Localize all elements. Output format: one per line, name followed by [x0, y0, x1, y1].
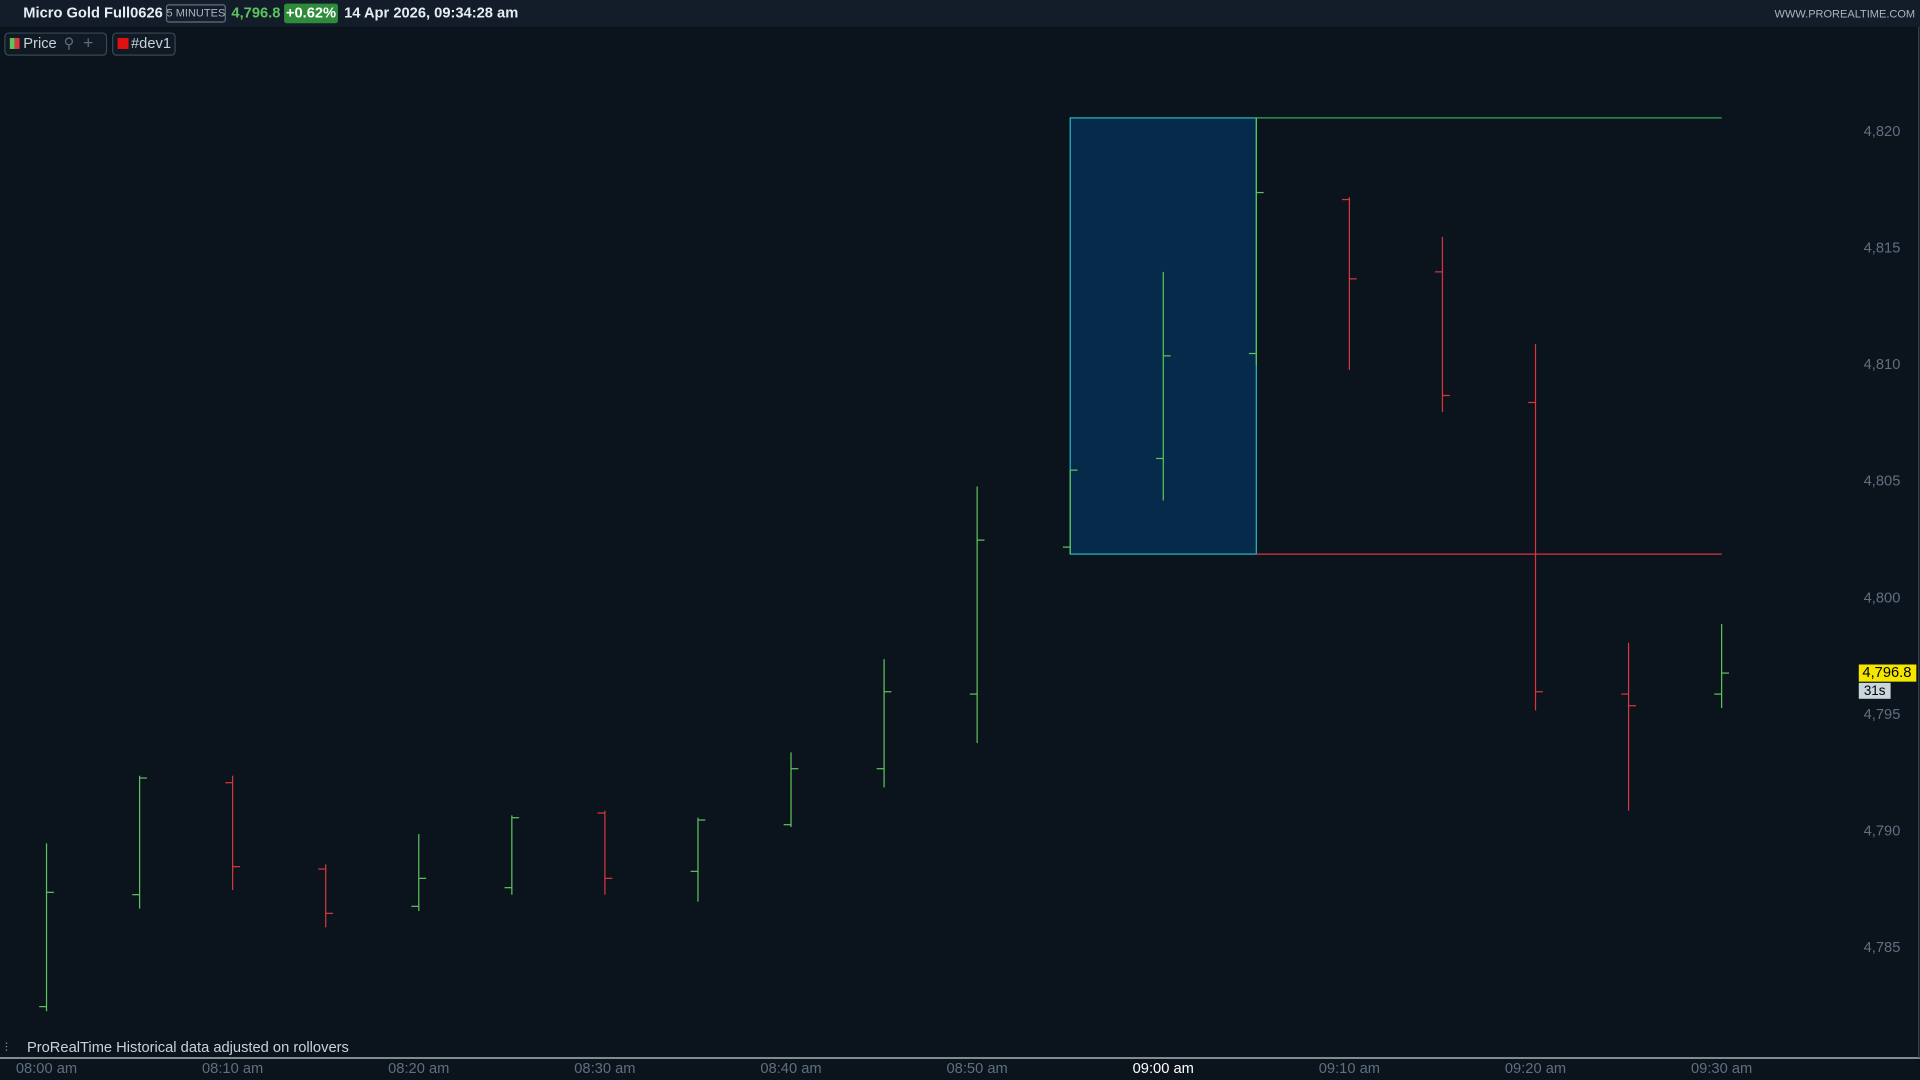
add-icon[interactable]: +: [83, 33, 93, 53]
y-tick-label: 4,820: [1864, 124, 1901, 140]
change: +0.62%: [286, 5, 336, 21]
x-tick-label: 09:10 am: [1319, 1061, 1380, 1077]
price-button-label[interactable]: Price: [23, 36, 56, 52]
x-tick-label: 08:50 am: [947, 1061, 1008, 1077]
indicator-icon: [117, 37, 129, 49]
indicator-button-label[interactable]: #dev1: [131, 36, 171, 52]
x-tick-label: 09:30 am: [1691, 1061, 1752, 1077]
price-button[interactable]: [4, 32, 108, 56]
x-tick-label: 08:40 am: [760, 1061, 821, 1077]
x-tick-label: 08:10 am: [202, 1061, 263, 1077]
last-price-label: 4,796.8: [1862, 665, 1911, 681]
y-tick-label: 4,785: [1864, 940, 1901, 956]
countdown-tag: [1858, 682, 1891, 699]
header-price: 4,796.8: [231, 5, 280, 21]
price-icon-up: [9, 37, 15, 49]
y-tick-label: 4,795: [1864, 707, 1901, 723]
price-icon-down: [14, 37, 20, 49]
site: WWW.PROREALTIME.COM: [1775, 9, 1916, 21]
countdown: 31s: [1864, 683, 1886, 698]
datetime: 14 Apr 2026, 09:34:28 am: [344, 5, 518, 21]
y-tick-label: 4,815: [1864, 240, 1901, 256]
x-tick-label: 09:00 am: [1133, 1061, 1194, 1077]
y-tick-label: 4,800: [1864, 590, 1901, 606]
x-tick-label: 08:30 am: [574, 1061, 635, 1077]
plot: 4,785 4,790 4,795 4,800 4,805 4,810 4,815 4,820…: [16, 117, 1917, 1077]
x-tick-label: 08:00 am: [16, 1061, 77, 1077]
change-box: [284, 3, 338, 24]
timeframe[interactable]: 5 MINUTES: [167, 7, 226, 19]
x-tick-label: 09:20 am: [1505, 1061, 1566, 1077]
settings-icon[interactable]: ⚲: [64, 36, 75, 52]
footer-icon: ⫶: [5, 1040, 8, 1054]
y-tick-label: 4,810: [1864, 357, 1901, 373]
y-tick-label: 4,805: [1864, 474, 1901, 490]
y-tick-label: 4,790: [1864, 824, 1901, 840]
timeframe-box[interactable]: [165, 4, 226, 23]
footer-note: ProRealTime Historical data adjusted on …: [27, 1040, 349, 1056]
x-tick-label: 08:20 am: [388, 1061, 449, 1077]
last-price-tag: [1858, 664, 1917, 682]
symbol: Micro Gold Full0626: [23, 5, 163, 21]
